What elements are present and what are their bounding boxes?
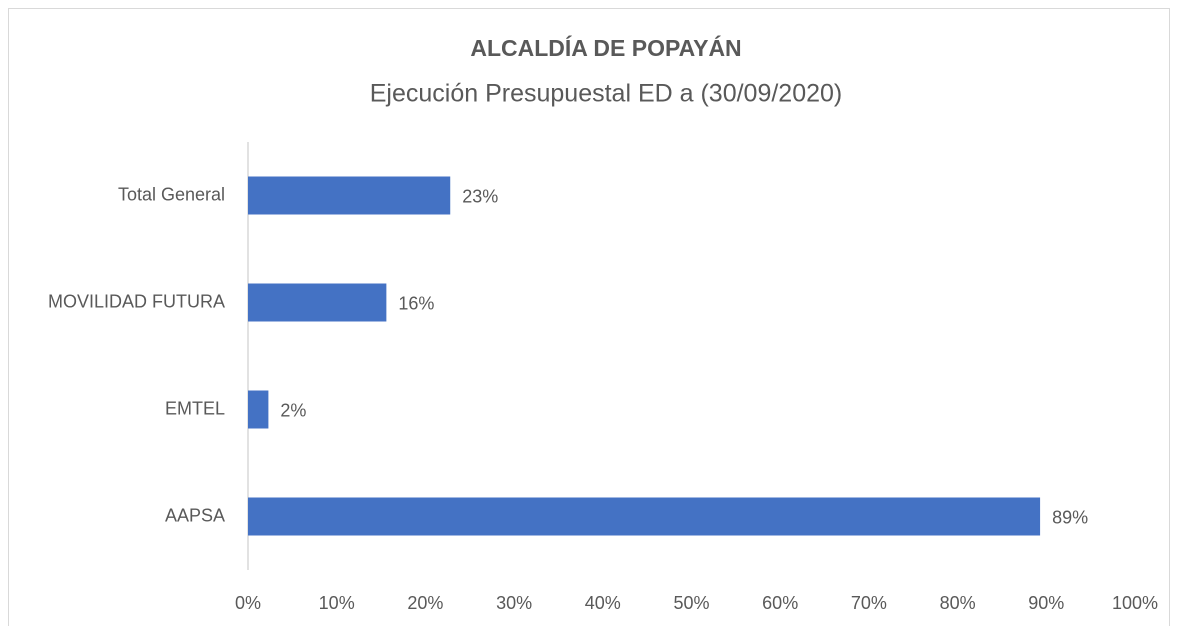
bar bbox=[248, 390, 269, 429]
x-tick-label: 80% bbox=[940, 593, 976, 613]
x-tick-label: 60% bbox=[762, 593, 798, 613]
value-label: 16% bbox=[398, 293, 434, 313]
value-label: 89% bbox=[1052, 507, 1088, 527]
bar bbox=[248, 283, 387, 322]
x-tick-label: 30% bbox=[496, 593, 532, 613]
x-tick-label: 50% bbox=[673, 593, 709, 613]
y-tick-label: EMTEL bbox=[165, 398, 225, 418]
bar bbox=[248, 497, 1041, 536]
bar bbox=[248, 176, 451, 215]
x-tick-label: 70% bbox=[851, 593, 887, 613]
y-tick-label: AAPSA bbox=[165, 505, 225, 525]
y-tick-label: MOVILIDAD FUTURA bbox=[48, 291, 225, 311]
value-label: 2% bbox=[280, 400, 306, 420]
x-tick-label: 10% bbox=[319, 593, 355, 613]
x-tick-label: 20% bbox=[407, 593, 443, 613]
y-tick-label: Total General bbox=[118, 184, 225, 204]
x-tick-label: 100% bbox=[1112, 593, 1158, 613]
x-tick-label: 0% bbox=[235, 593, 261, 613]
chart-subtitle: Ejecución Presupuestal ED a (30/09/2020) bbox=[370, 80, 843, 108]
x-tick-label: 40% bbox=[585, 593, 621, 613]
value-label: 23% bbox=[462, 186, 498, 206]
x-tick-label: 90% bbox=[1028, 593, 1064, 613]
chart-title: ALCALDÍA DE POPAYÁN bbox=[470, 34, 741, 61]
